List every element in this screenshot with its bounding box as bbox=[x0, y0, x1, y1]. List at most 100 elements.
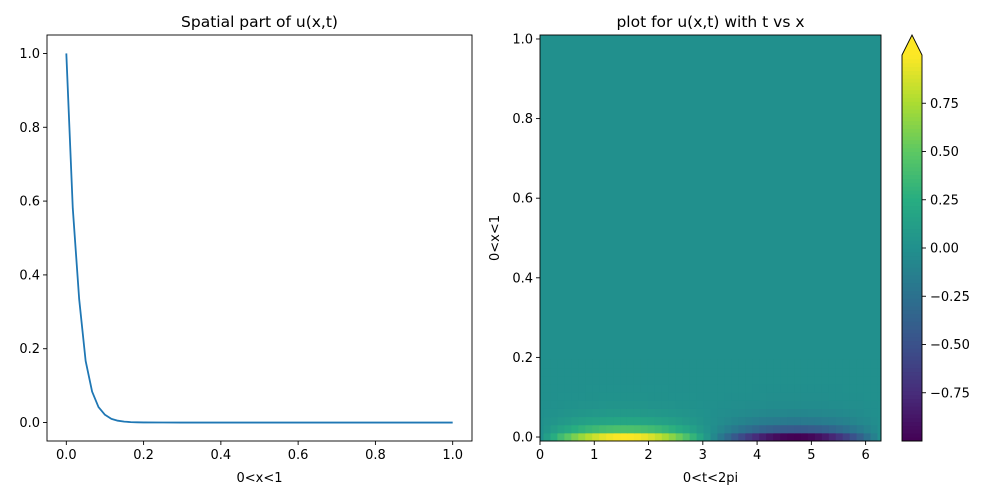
colorbar-step bbox=[902, 255, 922, 261]
heatmap-cell bbox=[647, 432, 656, 442]
heatmap-cell bbox=[752, 359, 760, 369]
heatmap-cell bbox=[550, 424, 558, 434]
heatmap-cell bbox=[752, 432, 760, 442]
right-x-tick-label: 3 bbox=[699, 448, 707, 463]
heatmap-cell bbox=[759, 359, 767, 369]
heatmap-cell bbox=[540, 367, 544, 377]
heatmap-cell bbox=[800, 432, 809, 442]
heatmap-cell bbox=[800, 392, 809, 401]
heatmap-cell bbox=[731, 367, 739, 377]
colorbar-step bbox=[902, 74, 922, 79]
heatmap-cell bbox=[724, 408, 732, 418]
right-x-tick-label: 5 bbox=[807, 448, 815, 463]
colorbar-step bbox=[902, 163, 922, 168]
heatmap-cell bbox=[682, 392, 691, 401]
heatmap-cell bbox=[870, 376, 878, 385]
heatmap-cell bbox=[661, 416, 670, 426]
heatmap-cell bbox=[675, 432, 684, 442]
colorbar-step bbox=[902, 282, 922, 288]
left-x-tick-label: 1.0 bbox=[442, 448, 463, 463]
heatmap-cell bbox=[578, 416, 586, 426]
heatmap-cell bbox=[668, 384, 677, 393]
heatmap-cell bbox=[540, 416, 544, 426]
heatmap-cell bbox=[654, 400, 663, 409]
heatmap-cell bbox=[780, 359, 788, 369]
heatmap-cell bbox=[717, 359, 725, 369]
colorbar-step bbox=[902, 109, 922, 114]
colorbar-step bbox=[902, 58, 922, 64]
heatmap-cell bbox=[717, 424, 725, 434]
heatmap-cell bbox=[738, 359, 746, 369]
heatmap-cell bbox=[710, 392, 718, 401]
right-y-tick-label: 0.8 bbox=[512, 112, 533, 127]
colorbar-step bbox=[902, 390, 922, 396]
colorbar-step bbox=[902, 251, 922, 257]
heatmap-cell bbox=[870, 432, 878, 442]
heatmap-cell bbox=[585, 416, 593, 426]
colorbar-step bbox=[902, 132, 922, 137]
heatmap-cell bbox=[592, 359, 600, 369]
heatmap-cell bbox=[759, 384, 767, 393]
heatmap-cell bbox=[689, 376, 697, 385]
heatmap-cell bbox=[814, 392, 823, 401]
heatmap-cell bbox=[668, 359, 677, 369]
heatmap-cell bbox=[682, 416, 691, 426]
heatmap-cell bbox=[828, 392, 837, 401]
heatmap-cell bbox=[599, 384, 607, 393]
colorbar-step bbox=[902, 213, 922, 218]
heatmap-cell bbox=[821, 359, 830, 369]
heatmap-cell bbox=[689, 400, 697, 409]
heatmap-cell bbox=[766, 432, 774, 442]
left-x-tick-label: 0.4 bbox=[211, 448, 232, 463]
colorbar-step bbox=[902, 205, 922, 210]
colorbar-step bbox=[902, 240, 922, 245]
heatmap-cell bbox=[773, 416, 781, 426]
colorbar-step bbox=[902, 78, 922, 83]
heatmap-cell bbox=[606, 367, 614, 377]
heatmap-cell bbox=[870, 367, 878, 377]
heatmap-cell bbox=[842, 367, 851, 377]
colorbar-step bbox=[902, 201, 922, 207]
heatmap-cell bbox=[647, 376, 656, 385]
colorbar-step bbox=[902, 220, 922, 226]
heatmap-cell bbox=[654, 408, 663, 418]
heatmap-cell bbox=[745, 384, 753, 393]
heatmap-cell bbox=[599, 432, 607, 442]
heatmap-cell bbox=[564, 408, 572, 418]
colorbar-step bbox=[902, 417, 922, 423]
left-axes-frame bbox=[46, 34, 473, 442]
heatmap-cell bbox=[877, 392, 882, 401]
heatmap-cell bbox=[571, 384, 579, 393]
heatmap-cell bbox=[794, 359, 802, 369]
heatmap-cell bbox=[620, 376, 628, 385]
right-y-tick-label: 1.0 bbox=[512, 32, 533, 47]
heatmap-cell bbox=[703, 359, 711, 369]
heatmap-cell bbox=[738, 392, 746, 401]
heatmap-cell bbox=[668, 400, 677, 409]
colorbar-step bbox=[902, 85, 922, 91]
colorbar-step bbox=[902, 263, 922, 268]
heatmap-cell bbox=[606, 408, 614, 418]
colorbar-step bbox=[902, 410, 922, 415]
heatmap-cell bbox=[564, 376, 572, 385]
heatmap-cell bbox=[759, 432, 767, 442]
colorbar-step bbox=[902, 336, 922, 342]
heatmap-cell bbox=[626, 367, 635, 377]
colorbar-tick-label: 0.25 bbox=[930, 193, 959, 208]
colorbar-step bbox=[902, 305, 922, 311]
heatmap-cell bbox=[752, 424, 760, 434]
colorbar-step bbox=[902, 363, 922, 369]
heatmap-cell bbox=[696, 432, 704, 442]
heatmap-cell bbox=[613, 432, 621, 442]
heatmap-cell bbox=[849, 408, 858, 418]
heatmap-cell bbox=[592, 416, 600, 426]
heatmap-cell bbox=[870, 392, 878, 401]
colorbar-step bbox=[902, 62, 922, 68]
heatmap-cell bbox=[703, 384, 711, 393]
colorbar-step bbox=[902, 340, 922, 345]
heatmap-cell bbox=[835, 392, 844, 401]
heatmap-cell bbox=[620, 432, 628, 442]
colorbar-tick-label: −0.75 bbox=[930, 386, 970, 401]
colorbar-step bbox=[902, 379, 922, 384]
